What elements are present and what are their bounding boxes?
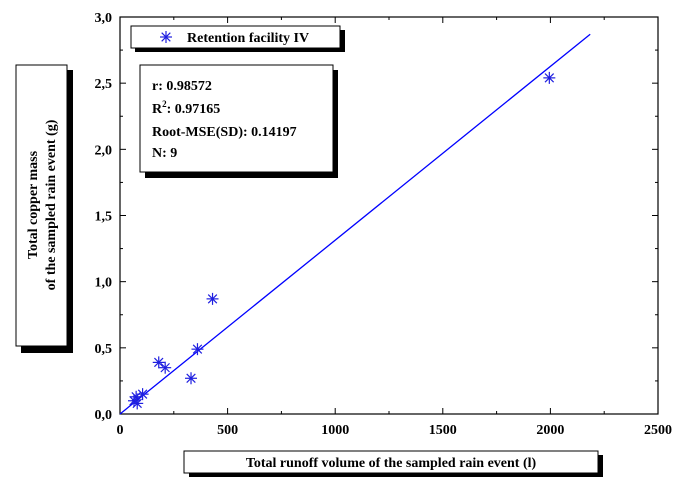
data-point — [136, 388, 149, 401]
stat-r-squared-value: : 0.97165 — [167, 102, 221, 117]
y-axis-title-box: Total copper mass of the sampled rain ev… — [15, 64, 73, 353]
data-point — [185, 372, 198, 385]
statistics-box: r: 0.98572 R2: 0.97165 Root-MSE(SD): 0.1… — [139, 64, 338, 178]
stat-r-squared-exponent: 2 — [162, 99, 167, 109]
y-tick-label: 0,0 — [95, 408, 113, 423]
x-tick-label: 1000 — [321, 423, 349, 438]
x-tick-label: 1500 — [429, 423, 457, 438]
legend: Retention facility IV — [130, 25, 345, 52]
data-point — [159, 361, 172, 374]
y-axis-title-line-1: Total copper mass — [26, 150, 41, 259]
y-axis-title-line-2: of the sampled rain event (g) — [44, 119, 59, 290]
axis-ticks — [119, 16, 659, 415]
x-axis-title-box: Total runoff volume of the sampled rain … — [183, 450, 603, 477]
legend-asterisk-icon — [160, 31, 172, 43]
data-point — [131, 397, 144, 410]
data-point — [543, 71, 556, 84]
data-point — [191, 343, 204, 356]
stat-r-squared: R2: 0.97165 — [152, 99, 220, 117]
y-tick-label: 2,5 — [95, 77, 113, 92]
stat-n: N: 9 — [152, 146, 177, 161]
x-axis-title: Total runoff volume of the sampled rain … — [246, 456, 537, 471]
x-tick-label: 2000 — [536, 423, 564, 438]
y-tick-label: 1,5 — [95, 210, 113, 225]
y-tick-label: 1,0 — [95, 276, 113, 291]
stat-r-squared-symbol: R — [152, 102, 163, 117]
x-tick-label: 0 — [117, 423, 124, 438]
x-tick-label: 500 — [217, 423, 238, 438]
legend-marker-shape — [160, 31, 172, 43]
legend-label: Retention facility IV — [187, 31, 309, 46]
y-tick-label: 0,5 — [95, 342, 113, 357]
stat-rmse: Root-MSE(SD): 0.14197 — [152, 125, 297, 140]
axis-tick-labels: 0 500 1000 1500 2000 2500 0,0 0,5 1,0 1,5 2,0 2,5 3,… — [95, 11, 673, 438]
data-point — [152, 356, 165, 369]
y-tick-label: 2,0 — [95, 143, 113, 158]
y-tick-label: 3,0 — [95, 11, 113, 26]
x-tick-label: 2500 — [644, 423, 672, 438]
data-points — [127, 71, 556, 410]
stat-r: r: 0.98572 — [152, 79, 212, 94]
data-point — [206, 292, 219, 305]
